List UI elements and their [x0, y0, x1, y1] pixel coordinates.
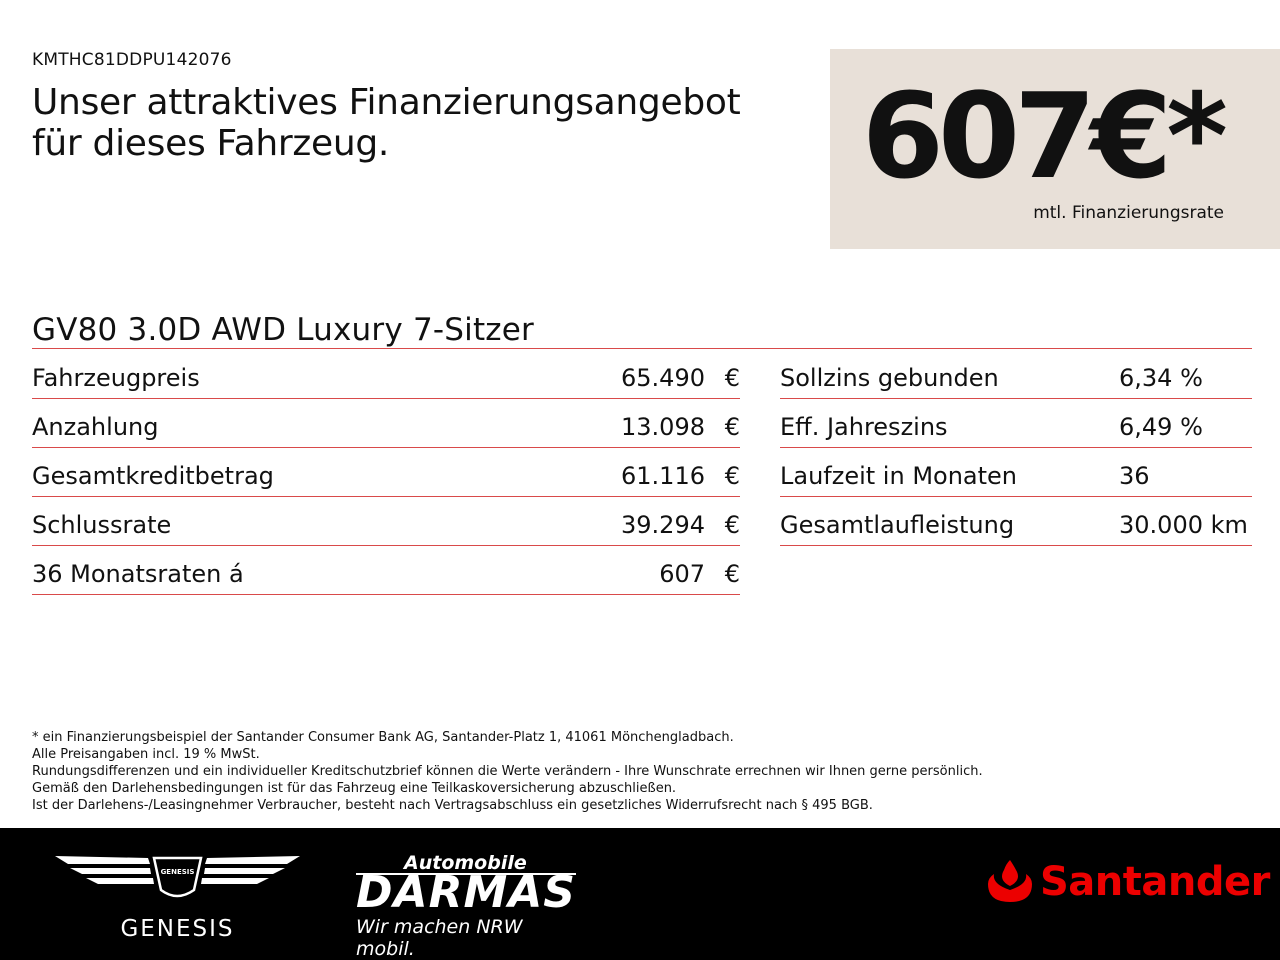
table-row: Gesamtlaufleistung 30.000 km: [780, 497, 1252, 546]
row-currency: €: [724, 511, 740, 539]
headline-line-2: für dieses Fahrzeug.: [32, 123, 390, 164]
row-label: Gesamtkreditbetrag: [32, 462, 274, 490]
row-label: Gesamtlaufleistung: [780, 511, 1015, 539]
row-label: 36 Monatsraten á: [32, 560, 244, 588]
row-currency: €: [724, 560, 740, 588]
row-currency: €: [724, 364, 740, 392]
darmas-slogan: Wir machen NRW mobil.: [356, 916, 523, 960]
row-label: Fahrzeugpreis: [32, 364, 200, 392]
darmas-top-text: Automobile: [404, 852, 527, 874]
footnote-line: Ist der Darlehens-/Leasingnehmer Verbrau…: [32, 798, 873, 813]
vin-number: KMTHC81DDPU142076: [32, 50, 232, 70]
monthly-rate-value: 607€*: [861, 67, 1228, 205]
genesis-wings-icon: GENESIS: [55, 856, 300, 898]
monthly-rate-box: 607€* mtl. Finanzierungsrate: [830, 49, 1280, 249]
model-divider: [32, 348, 1252, 349]
darmas-stripe: [356, 873, 576, 875]
row-label: Sollzins gebunden: [780, 364, 999, 392]
table-row: Gesamtkreditbetrag 61.116 €: [32, 448, 740, 497]
row-value: 36: [1119, 462, 1150, 490]
table-row: Eff. Jahreszins 6,49 %: [780, 399, 1252, 448]
headline: Unser attraktives Finanzierungsangebot f…: [32, 82, 741, 164]
darmas-wordmark: DARMAS: [356, 867, 576, 918]
row-value: 65.490: [621, 364, 705, 392]
row-label: Eff. Jahreszins: [780, 413, 948, 441]
table-row: Laufzeit in Monaten 36: [780, 448, 1252, 497]
headline-line-1: Unser attraktives Finanzierungsangebot: [32, 82, 741, 123]
table-row: Fahrzeugpreis 65.490 €: [32, 350, 740, 399]
row-value: 13.098: [621, 413, 705, 441]
santander-flame-icon: [988, 860, 1032, 902]
row-value: 6,34 %: [1119, 364, 1203, 392]
darmas-logo: Automobile DARMAS Wir machen NRW mobil.: [352, 852, 582, 960]
row-value: 61.116: [621, 462, 705, 490]
logo-bar: GENESIS GENESIS Automobile DARMAS Wir ma…: [0, 828, 1280, 960]
table-row: Sollzins gebunden 6,34 %: [780, 350, 1252, 399]
genesis-logo: GENESIS GENESIS: [50, 850, 305, 946]
table-row: Schlussrate 39.294 €: [32, 497, 740, 546]
footnotes: * ein Finanzierungsbeispiel der Santande…: [32, 729, 983, 814]
footnote-line: Gemäß den Darlehensbedingungen ist für d…: [32, 781, 677, 796]
row-label: Laufzeit in Monaten: [780, 462, 1018, 490]
row-value: 6,49 %: [1119, 413, 1203, 441]
monthly-rate-caption: mtl. Finanzierungsrate: [1033, 203, 1224, 223]
row-currency: €: [724, 462, 740, 490]
row-value: 39.294: [621, 511, 705, 539]
row-value: 607: [659, 560, 705, 588]
row-value: 30.000 km: [1119, 511, 1248, 539]
genesis-wordmark: GENESIS: [120, 916, 235, 942]
santander-wordmark: Santander: [1040, 859, 1270, 905]
footnote-line: Rundungsdifferenzen und ein individuelle…: [32, 764, 983, 779]
footnote-line: * ein Finanzierungsbeispiel der Santande…: [32, 730, 734, 745]
row-label: Schlussrate: [32, 511, 172, 539]
footnote-line: Alle Preisangaben incl. 19 % MwSt.: [32, 747, 260, 762]
row-currency: €: [724, 413, 740, 441]
santander-logo: Santander: [982, 854, 1270, 924]
genesis-emblem-text: GENESIS: [161, 868, 195, 876]
table-row: 36 Monatsraten á 607 €: [32, 546, 740, 595]
model-title: GV80 3.0D AWD Luxury 7-Sitzer: [32, 312, 534, 348]
table-row: Anzahlung 13.098 €: [32, 399, 740, 448]
row-label: Anzahlung: [32, 413, 159, 441]
